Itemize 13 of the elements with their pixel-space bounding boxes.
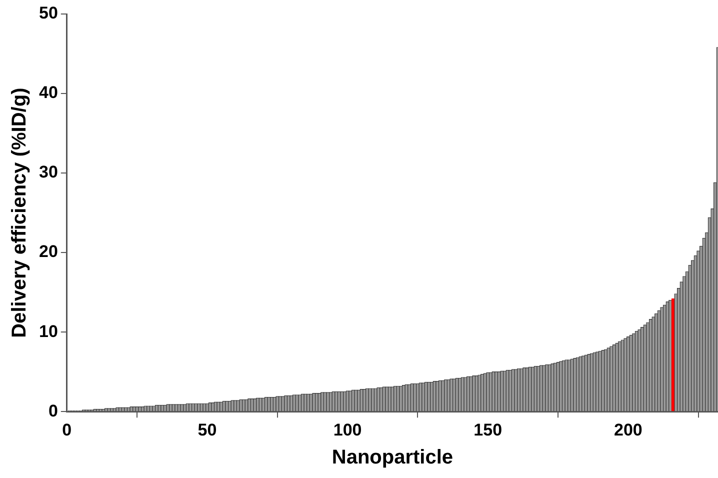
y-axis-title: Delivery efficiency (%ID/g) <box>8 88 31 338</box>
y-tick-label: 40 <box>38 83 58 102</box>
y-tick-label: 20 <box>38 242 58 262</box>
x-tick-label: 150 <box>474 420 502 440</box>
y-tick-label: 30 <box>38 162 58 182</box>
x-tick-label: 200 <box>614 420 642 440</box>
x-tick-label: 0 <box>62 420 72 440</box>
y-tick-label: 10 <box>38 322 58 341</box>
y-tick-label: 0 <box>48 401 58 420</box>
x-tick-label: 100 <box>333 420 362 440</box>
x-tick-label: 50 <box>198 420 217 440</box>
y-tick-label: 50 <box>38 4 58 23</box>
x-axis-title: Nanoparticle <box>332 446 454 469</box>
